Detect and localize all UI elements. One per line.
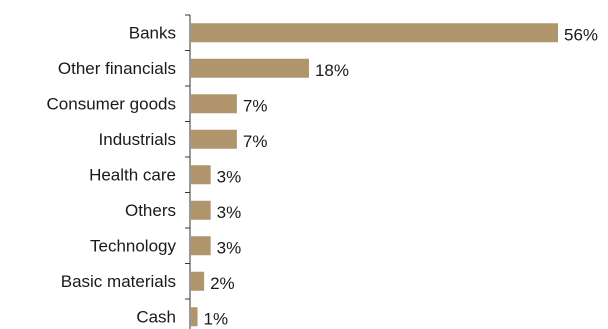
value-label: 2% (210, 274, 235, 293)
value-label: 3% (217, 203, 242, 222)
category-label: Cash (136, 307, 176, 326)
bar (191, 271, 205, 291)
category-label: Other financials (58, 59, 176, 78)
bar (191, 23, 558, 43)
category-label: Consumer goods (47, 94, 176, 113)
value-label: 56% (564, 25, 598, 44)
bar (191, 58, 309, 78)
category-label: Industrials (99, 130, 176, 149)
value-label: 3% (217, 238, 242, 257)
value-label: 18% (315, 61, 349, 80)
bar (191, 129, 237, 149)
bar (191, 236, 211, 256)
category-label: Others (125, 201, 176, 220)
value-label: 1% (204, 309, 229, 328)
category-label: Health care (89, 165, 176, 184)
category-label: Banks (129, 23, 176, 42)
bar (191, 307, 198, 327)
category-label: Basic materials (61, 272, 176, 291)
value-label: 3% (217, 167, 242, 186)
category-label: Technology (90, 236, 177, 255)
bar (191, 200, 211, 220)
value-label: 7% (243, 132, 268, 151)
value-label: 7% (243, 96, 268, 115)
bar (191, 94, 237, 114)
bar (191, 165, 211, 185)
